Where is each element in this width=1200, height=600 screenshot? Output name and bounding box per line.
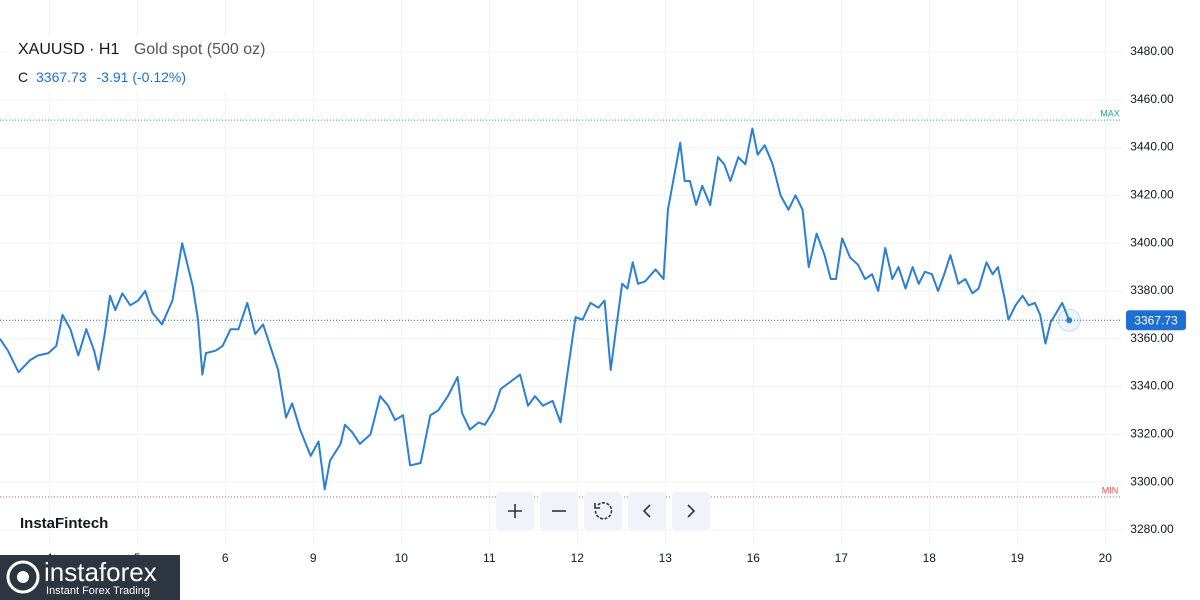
plus-icon xyxy=(508,504,522,518)
last-point xyxy=(1066,317,1073,324)
description: Gold spot (500 oz) xyxy=(133,41,266,58)
x-tick-label: 20 xyxy=(1099,551,1113,565)
y-tick-label: 3460.00 xyxy=(1130,92,1174,106)
symbol: XAUUSD · H1 xyxy=(18,41,120,58)
minus-icon xyxy=(552,510,566,512)
brand-tagline: Instant Forex Trading xyxy=(46,585,150,597)
close-label: C xyxy=(18,69,29,85)
brand-icon xyxy=(6,560,40,594)
x-tick-label: 9 xyxy=(310,551,317,565)
x-tick-label: 18 xyxy=(923,551,937,565)
y-tick-label: 3420.00 xyxy=(1130,188,1174,202)
y-tick-label: 3320.00 xyxy=(1130,427,1174,441)
right-icon xyxy=(687,504,696,518)
x-tick-label: 10 xyxy=(395,551,409,565)
price-label: 3367.73 xyxy=(1134,313,1178,327)
change: -3.91 xyxy=(96,69,129,85)
close-value: 3367.73 xyxy=(36,69,87,85)
watermark: InstaFintech xyxy=(20,515,108,532)
x-tick-label: 19 xyxy=(1011,551,1025,565)
x-tick-label: 6 xyxy=(222,551,229,565)
brand-logo: instaforex Instant Forex Trading xyxy=(0,555,180,600)
y-tick-label: 3480.00 xyxy=(1130,44,1174,58)
plot xyxy=(0,119,1122,498)
reset-button[interactable] xyxy=(584,492,622,530)
y-tick-label: 3360.00 xyxy=(1130,331,1174,345)
x-tick-label: 12 xyxy=(571,551,585,565)
brand-name: instaforex xyxy=(44,557,157,587)
x-tick-label: 17 xyxy=(835,551,849,565)
left-icon xyxy=(642,504,651,518)
legend: XAUUSD · H1 Gold spot (500 oz) C 3367.73… xyxy=(10,36,265,92)
price-label-box xyxy=(1126,310,1186,331)
ref-line-label: MIN xyxy=(1102,485,1119,495)
zoom-out-button[interactable] xyxy=(540,492,578,530)
scroll-right-button[interactable] xyxy=(672,492,710,530)
y-tick-label: 3380.00 xyxy=(1130,283,1174,297)
price-line xyxy=(0,127,1071,491)
zoom-in-button[interactable] xyxy=(496,492,534,530)
x-tick-label: 13 xyxy=(659,551,673,565)
change-pct: (-0.12%) xyxy=(132,69,187,85)
y-tick-label: 3300.00 xyxy=(1130,474,1174,488)
ref-line-label: MAX xyxy=(1100,108,1120,118)
x-tick-label: 11 xyxy=(483,551,496,565)
y-tick-label: 3440.00 xyxy=(1130,140,1174,154)
x-tick-label: 16 xyxy=(747,551,761,565)
scroll-left-button[interactable] xyxy=(628,492,666,530)
reset-icon xyxy=(594,502,613,520)
y-tick-label: 3400.00 xyxy=(1130,235,1174,249)
y-tick-label: 3280.00 xyxy=(1130,522,1174,536)
y-tick-label: 3340.00 xyxy=(1130,379,1174,393)
